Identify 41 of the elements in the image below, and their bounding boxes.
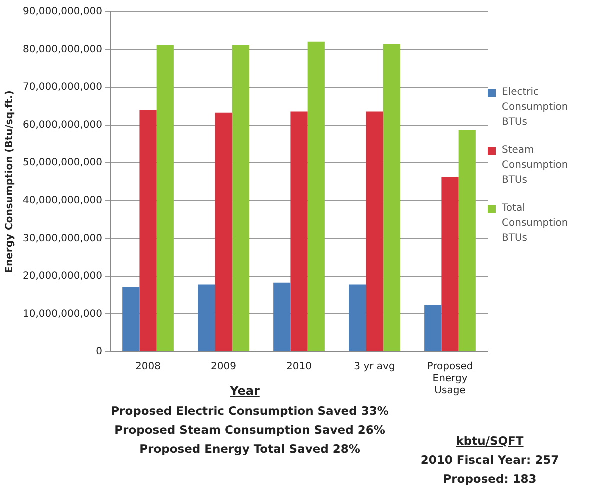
y-tick-label: 70,000,000,000	[22, 82, 103, 94]
x-tick-label: 2008	[136, 362, 161, 373]
y-tick-label: 90,000,000,000	[22, 6, 103, 18]
x-tick-label: 2009	[211, 362, 236, 373]
legend-label: Steam Consumption BTUs	[502, 144, 570, 188]
bar	[290, 112, 308, 352]
y-axis-title: Energy Consumption (Btu/sq.ft.)	[4, 90, 16, 274]
text: Proposed Electric Consumption Saved 33%	[110, 403, 390, 420]
bar	[308, 42, 325, 352]
legend-label: Total Consumption BTUs	[502, 202, 570, 246]
legend-label: Electric Consumption BTUs	[502, 86, 570, 130]
bar	[122, 287, 140, 352]
text: 2010 Fiscal Year: 257	[420, 452, 560, 469]
y-tick-label: 60,000,000,000	[22, 120, 103, 131]
bar	[215, 112, 232, 352]
x-tick-label: 3 yr avg	[354, 362, 396, 373]
y-tick-label: 50,000,000,000	[22, 158, 103, 169]
x-tick-label: Proposed Energy Usage	[427, 362, 474, 397]
y-tick-label: 40,000,000,000	[22, 195, 103, 206]
text: Proposed Energy Total Saved 28%	[138, 441, 362, 458]
text: kbtu/SQFT	[455, 433, 525, 450]
y-tick-label: 30,000,000,000	[22, 233, 103, 244]
text: Proposed: 183	[442, 471, 538, 488]
text: Proposed Steam Consumption Saved 26%	[114, 422, 386, 439]
x-tick-label: 2010	[286, 362, 312, 373]
bar	[424, 306, 442, 352]
bar	[274, 282, 291, 352]
bar	[198, 284, 216, 352]
y-tick-label: 0	[96, 346, 103, 358]
bar	[232, 45, 250, 352]
bar	[442, 177, 459, 352]
bar	[156, 45, 174, 352]
bar	[458, 130, 476, 352]
y-tick-label: 80,000,000,000	[22, 44, 103, 56]
y-tick-label: 20,000,000,000	[22, 271, 103, 282]
bar	[383, 44, 400, 352]
bar	[366, 112, 384, 352]
bar	[349, 284, 366, 352]
bar	[140, 110, 157, 352]
x-axis-title: Year	[229, 384, 261, 398]
y-tick-label: 10,000,000,000	[22, 308, 103, 320]
